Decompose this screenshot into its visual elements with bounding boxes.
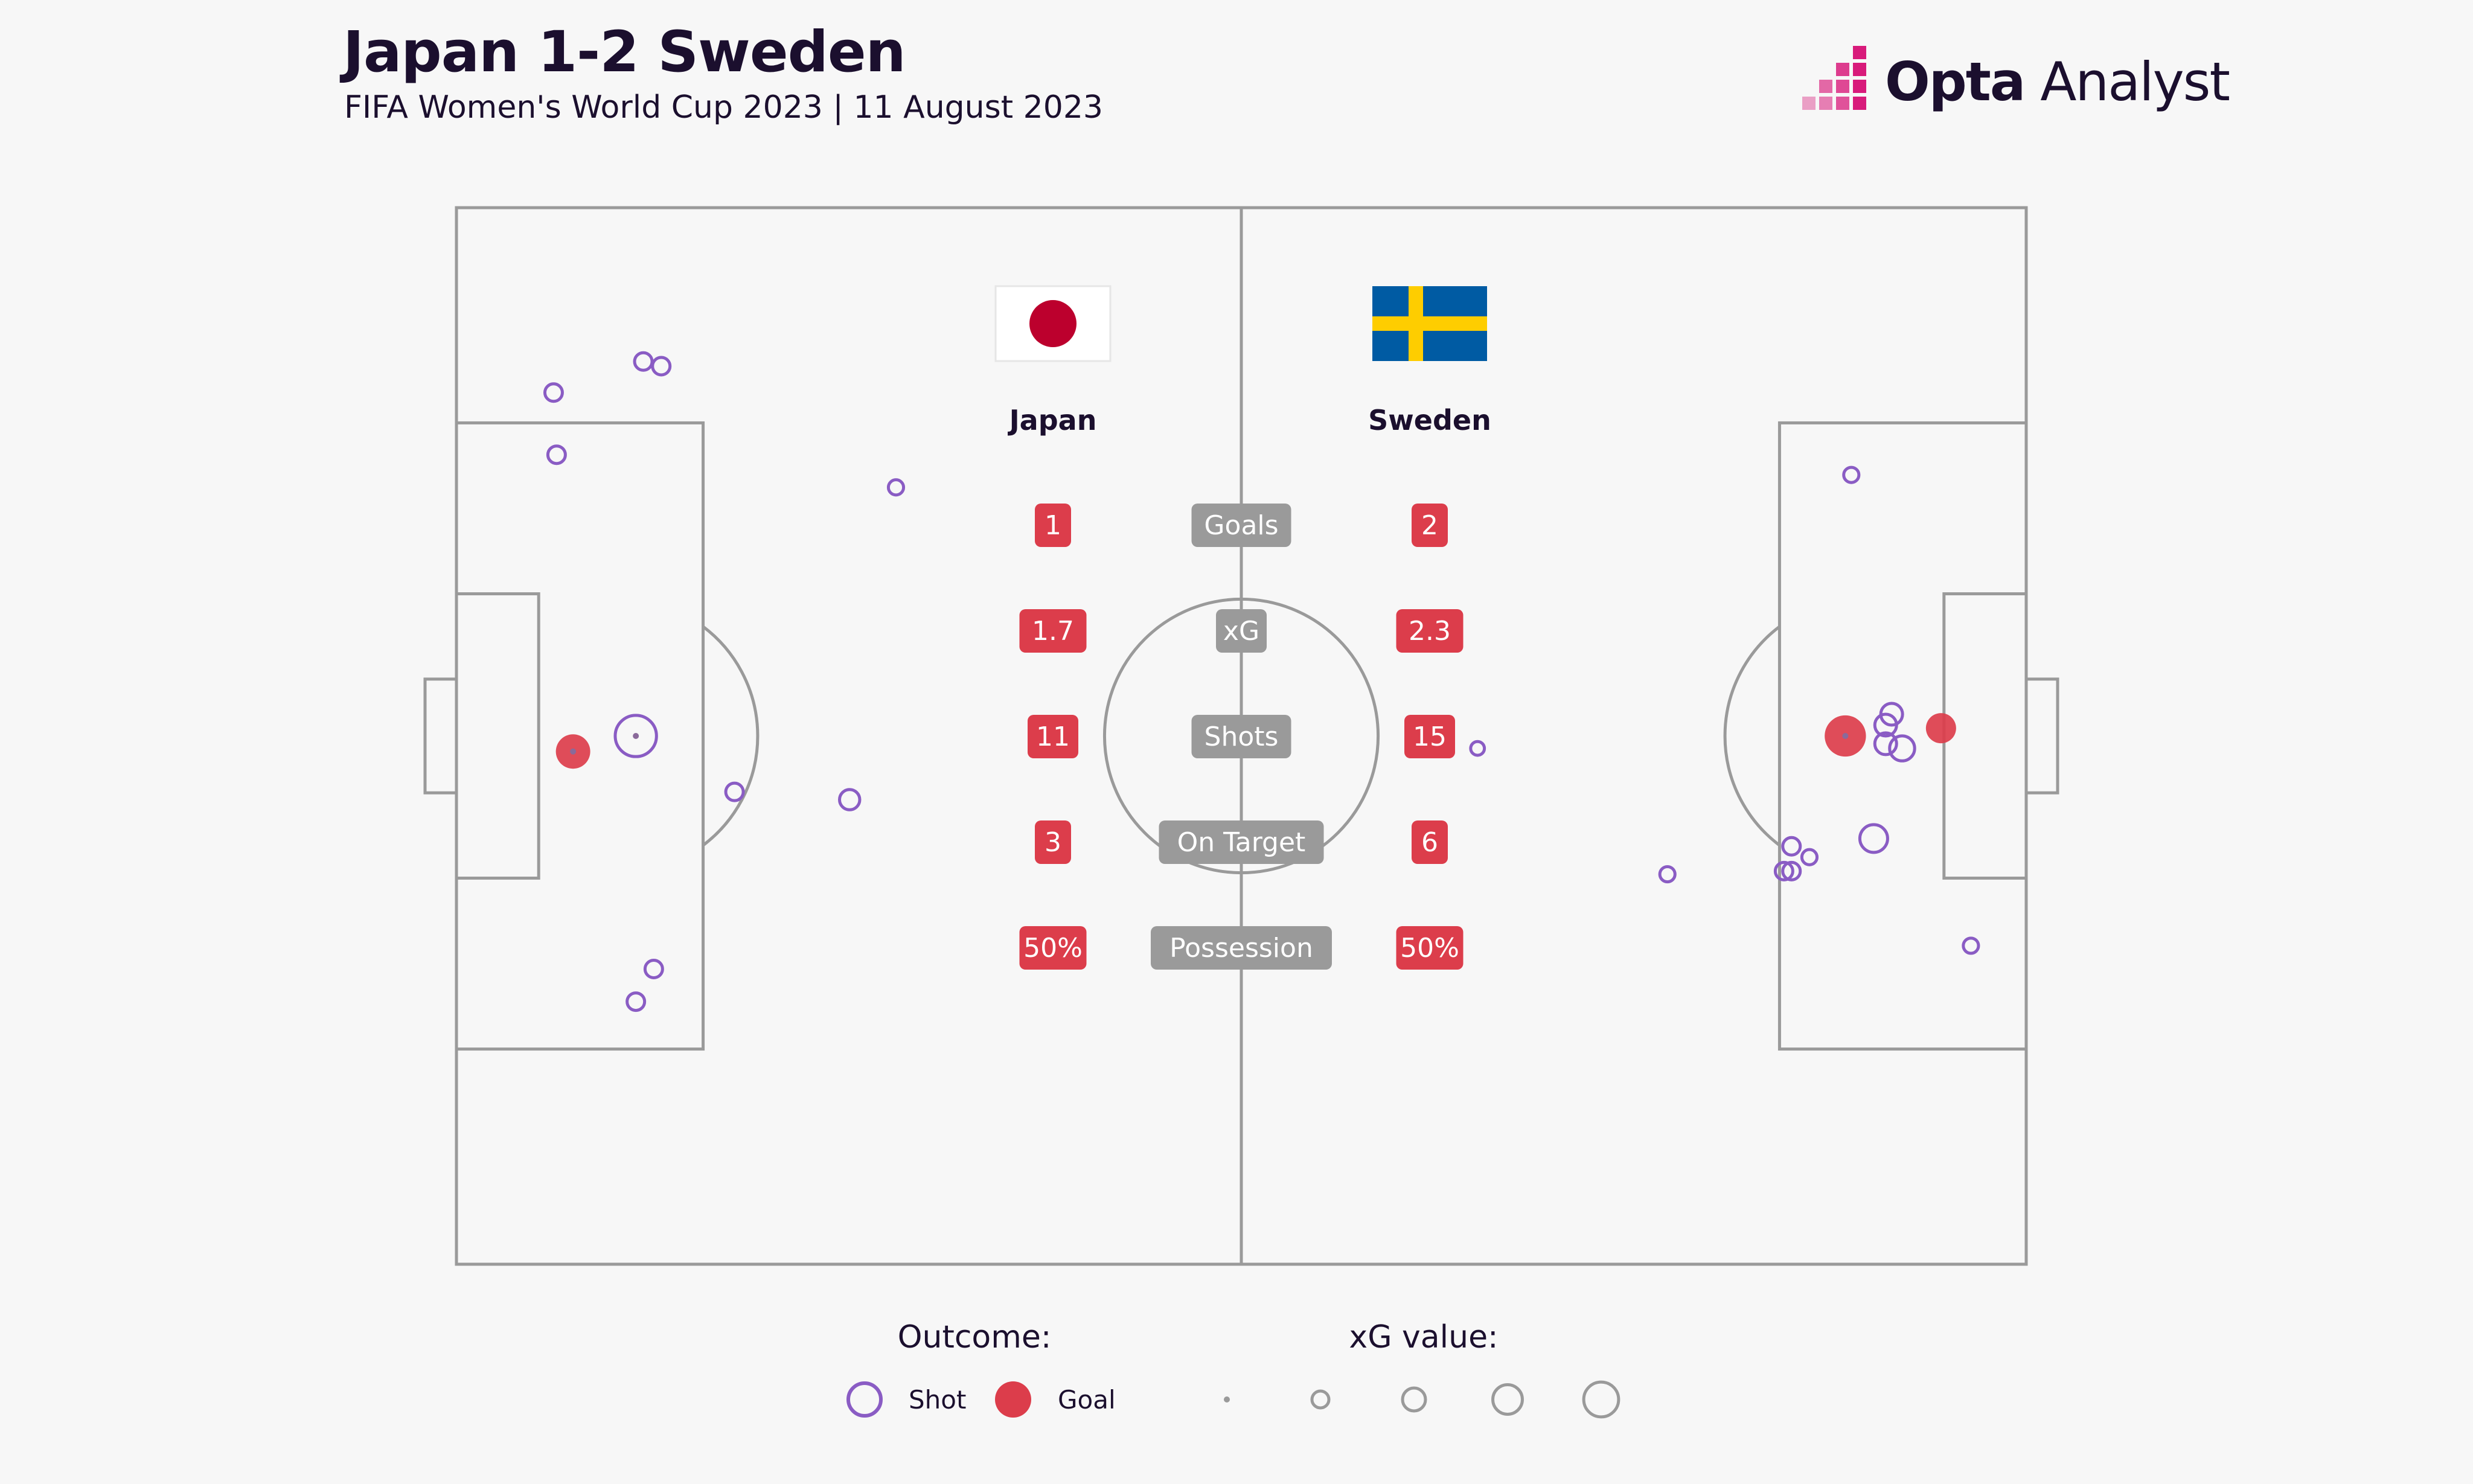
chart-title: Japan 1-2 Sweden: [343, 19, 906, 85]
home-goals-value-box: [1035, 504, 1071, 547]
away-goals-value: 2: [1421, 510, 1438, 541]
away-xg-value-box: [1396, 609, 1464, 653]
away-goals-value-box: [1412, 504, 1448, 547]
possession-label: Possession: [1169, 933, 1313, 964]
japan-shot-marker: [651, 356, 672, 377]
left-six-yard-box: [455, 592, 540, 880]
away-shots-value-box: [1404, 715, 1455, 758]
right-penalty-arc: [1723, 625, 1780, 847]
legend-xg-scale-marker: [1491, 1383, 1524, 1416]
left-goal: [423, 677, 458, 795]
sweden-shot-marker: [1781, 836, 1802, 857]
xg-label-box: [1216, 609, 1267, 653]
home-possession-value: 50%: [1023, 933, 1083, 964]
home-xg-value-box: [1019, 609, 1087, 653]
japan-shot-marker: [546, 444, 567, 465]
sweden-shot-marker: [1800, 848, 1819, 866]
goals-label: Goals: [1204, 510, 1278, 541]
home-shots-value: 11: [1036, 721, 1070, 752]
home-possession-value-box: [1019, 926, 1087, 970]
home-goals-value: 1: [1045, 510, 1061, 541]
japan-shot-marker: [724, 781, 745, 802]
away-on-target-value-box: [1412, 820, 1448, 864]
legend-outcome-title: Outcome:: [898, 1319, 1052, 1355]
japan-flag-icon: [994, 285, 1112, 362]
right-goal: [2024, 677, 2059, 795]
sweden-shot-marker: [1773, 860, 1794, 881]
centre-circle: [1102, 597, 1380, 875]
away-shots-value: 15: [1413, 721, 1447, 752]
xg-label: xG: [1223, 616, 1259, 647]
japan-shot-marker: [643, 959, 664, 980]
sweden-flag-icon: [1372, 286, 1487, 361]
legend-goal-icon: [995, 1381, 1031, 1418]
opta-logo-icon: [1802, 46, 1866, 110]
legend-goal-label: Goal: [1058, 1385, 1116, 1415]
home-on-target-value: 3: [1045, 827, 1061, 858]
on-target-label-box: [1159, 820, 1324, 864]
home-shots-value-box: [1028, 715, 1078, 758]
shots-label-box: [1191, 715, 1291, 758]
japan-shot-marker: [886, 478, 906, 497]
chart-subtitle: FIFA Women's World Cup 2023 | 11 August …: [344, 89, 1103, 126]
opta-analyst-logo: Opta Analyst: [1885, 56, 2230, 109]
left-penalty-arc: [702, 625, 760, 847]
match-stats: Japan Sweden 1 Goals 2 1.7 xG 2.3 11 Shots 15 3 On T…: [994, 285, 1491, 970]
sweden-shot-marker: [1842, 465, 1861, 484]
right-six-yard-box: [1942, 592, 2028, 880]
japan-shot-marker: [837, 788, 862, 811]
sweden-shot-marker: [1781, 860, 1802, 881]
home-on-target-value-box: [1035, 820, 1071, 864]
sweden-shot-marker: [1658, 865, 1677, 884]
shots-label: Shots: [1205, 721, 1279, 752]
away-xg-value: 2.3: [1409, 616, 1451, 647]
japan-shot-centre-dot: [570, 748, 577, 755]
japan-shot-centre-dot: [633, 733, 639, 739]
legend-xg-scale-marker: [1401, 1386, 1427, 1413]
shot-markers: [543, 351, 1980, 1012]
sweden-shot-marker: [1962, 936, 1980, 955]
sweden-shot-marker: [1469, 740, 1486, 757]
possession-label-box: [1151, 926, 1332, 970]
home-team-name: Japan: [1008, 404, 1097, 437]
away-on-target-value: 6: [1421, 827, 1438, 858]
legend-shot-icon: [846, 1381, 883, 1418]
japan-shot-marker: [613, 714, 658, 758]
sweden-shot-marker: [1873, 731, 1898, 756]
sweden-shot-marker: [1888, 734, 1916, 763]
sweden-goal-marker: [1925, 713, 1956, 744]
away-possession-value: 50%: [1400, 933, 1459, 964]
legend-xg-scale-marker: [1224, 1396, 1230, 1402]
sweden-shot-marker: [1873, 712, 1898, 738]
legend-shot-label: Shot: [909, 1385, 966, 1415]
japan-shot-marker: [633, 351, 654, 372]
logo-text-bold: Opta: [1885, 51, 2026, 113]
on-target-label: On Target: [1177, 827, 1306, 858]
japan-shot-marker: [543, 382, 564, 403]
away-possession-value-box: [1396, 926, 1464, 970]
sweden-flag-cross-horizontal: [1372, 316, 1487, 331]
sweden-shot-centre-dot: [1842, 733, 1849, 739]
sweden-shot-marker: [1858, 823, 1889, 854]
japan-flag-disc: [1029, 300, 1077, 347]
legend-xg-title: xG value:: [1349, 1319, 1498, 1355]
away-team-name: Sweden: [1368, 404, 1491, 437]
logo-text-normal: Analyst: [2024, 51, 2230, 113]
goals-label-box: [1191, 504, 1291, 547]
legend-xg-scale-marker: [1310, 1389, 1331, 1410]
legend-xg-scale-marker: [1582, 1380, 1620, 1419]
home-xg-value: 1.7: [1032, 616, 1074, 647]
japan-shot-marker: [625, 991, 647, 1012]
chart-legend: Outcome: Shot Goal xG value:: [846, 1319, 1620, 1419]
